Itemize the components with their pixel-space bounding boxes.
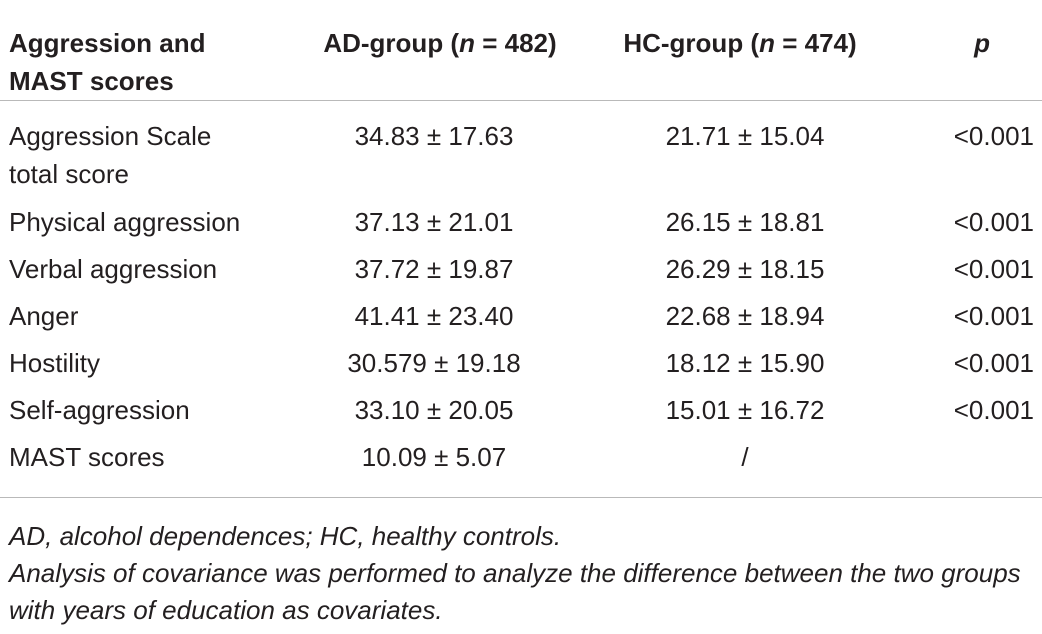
p-value: <0.001 <box>953 348 1034 378</box>
p-value <box>890 438 1042 498</box>
hc-value: 26.15 ± 18.81 <box>665 207 825 237</box>
table-row: MAST scores 10.09 ± 5.07 / <box>0 438 1042 498</box>
row-label: MAST scores <box>0 438 290 498</box>
row-label: Physical aggression <box>9 207 241 237</box>
header-ad-group: AD-group (n = 482) <box>290 0 590 101</box>
aggression-mast-table: Aggression and MAST scores AD-group (n =… <box>0 0 1042 498</box>
header-hc-group: HC-group (n = 474) <box>590 0 890 101</box>
header-label-text: Aggression and MAST scores <box>9 28 206 96</box>
table-footnotes: AD, alcohol dependences; HC, healthy con… <box>9 518 1034 629</box>
row-label: Anger <box>9 301 79 331</box>
ad-value: 41.41 ± 23.40 <box>354 301 514 331</box>
header-p: p <box>890 0 1042 101</box>
hc-value: 21.71 ± 15.04 <box>665 121 825 151</box>
table-row: Anger 41.41 ± 23.40 22.68 ± 18.94 <0.001 <box>0 297 1042 344</box>
header-hc-suffix: = 474) <box>774 28 857 58</box>
hc-value: 22.68 ± 18.94 <box>665 301 825 331</box>
table-row: Physical aggression 37.13 ± 21.01 26.15 … <box>0 203 1042 250</box>
table-row: Self-aggression 33.10 ± 20.05 15.01 ± 16… <box>0 391 1042 438</box>
table-row: Aggression Scale total score 34.83 ± 17.… <box>0 101 1042 204</box>
header-ad-suffix: = 482) <box>474 28 557 58</box>
header-row: Aggression and MAST scores AD-group (n =… <box>0 0 1042 101</box>
footnote-method: Analysis of covariance was performed to … <box>9 558 1021 625</box>
row-label-text: Aggression Scale total score <box>9 121 212 189</box>
table-row: Hostility 30.579 ± 19.18 18.12 ± 15.90 <… <box>0 344 1042 391</box>
table-row: Verbal aggression 37.72 ± 19.87 26.29 ± … <box>0 250 1042 297</box>
p-value: <0.001 <box>953 301 1034 331</box>
hc-value: / <box>590 438 890 498</box>
header-hc-prefix: HC-group ( <box>623 28 760 58</box>
ad-value: 10.09 ± 5.07 <box>290 438 590 498</box>
footnote-abbreviations: AD, alcohol dependences; HC, healthy con… <box>9 521 562 551</box>
p-value: <0.001 <box>953 254 1034 284</box>
p-value: <0.001 <box>953 395 1034 425</box>
ad-value: 30.579 ± 19.18 <box>347 348 521 378</box>
header-hc-n: n <box>759 28 775 58</box>
header-ad-prefix: AD-group ( <box>323 28 460 58</box>
p-value: <0.001 <box>953 207 1034 237</box>
row-label: Verbal aggression <box>9 254 218 284</box>
p-value: <0.001 <box>953 121 1034 151</box>
hc-value: 15.01 ± 16.72 <box>665 395 825 425</box>
hc-value: 18.12 ± 15.90 <box>665 348 825 378</box>
ad-value: 33.10 ± 20.05 <box>354 395 514 425</box>
row-label: Aggression Scale total score <box>0 101 290 204</box>
ad-value: 37.72 ± 19.87 <box>354 254 514 284</box>
row-label: Hostility <box>9 348 101 378</box>
ad-value: 37.13 ± 21.01 <box>354 207 514 237</box>
hc-value: 26.29 ± 18.15 <box>665 254 825 284</box>
row-label: Self-aggression <box>9 395 190 425</box>
header-aggression-mast-scores: Aggression and MAST scores <box>0 0 290 101</box>
ad-value: 34.83 ± 17.63 <box>354 121 514 151</box>
header-ad-n: n <box>459 28 475 58</box>
